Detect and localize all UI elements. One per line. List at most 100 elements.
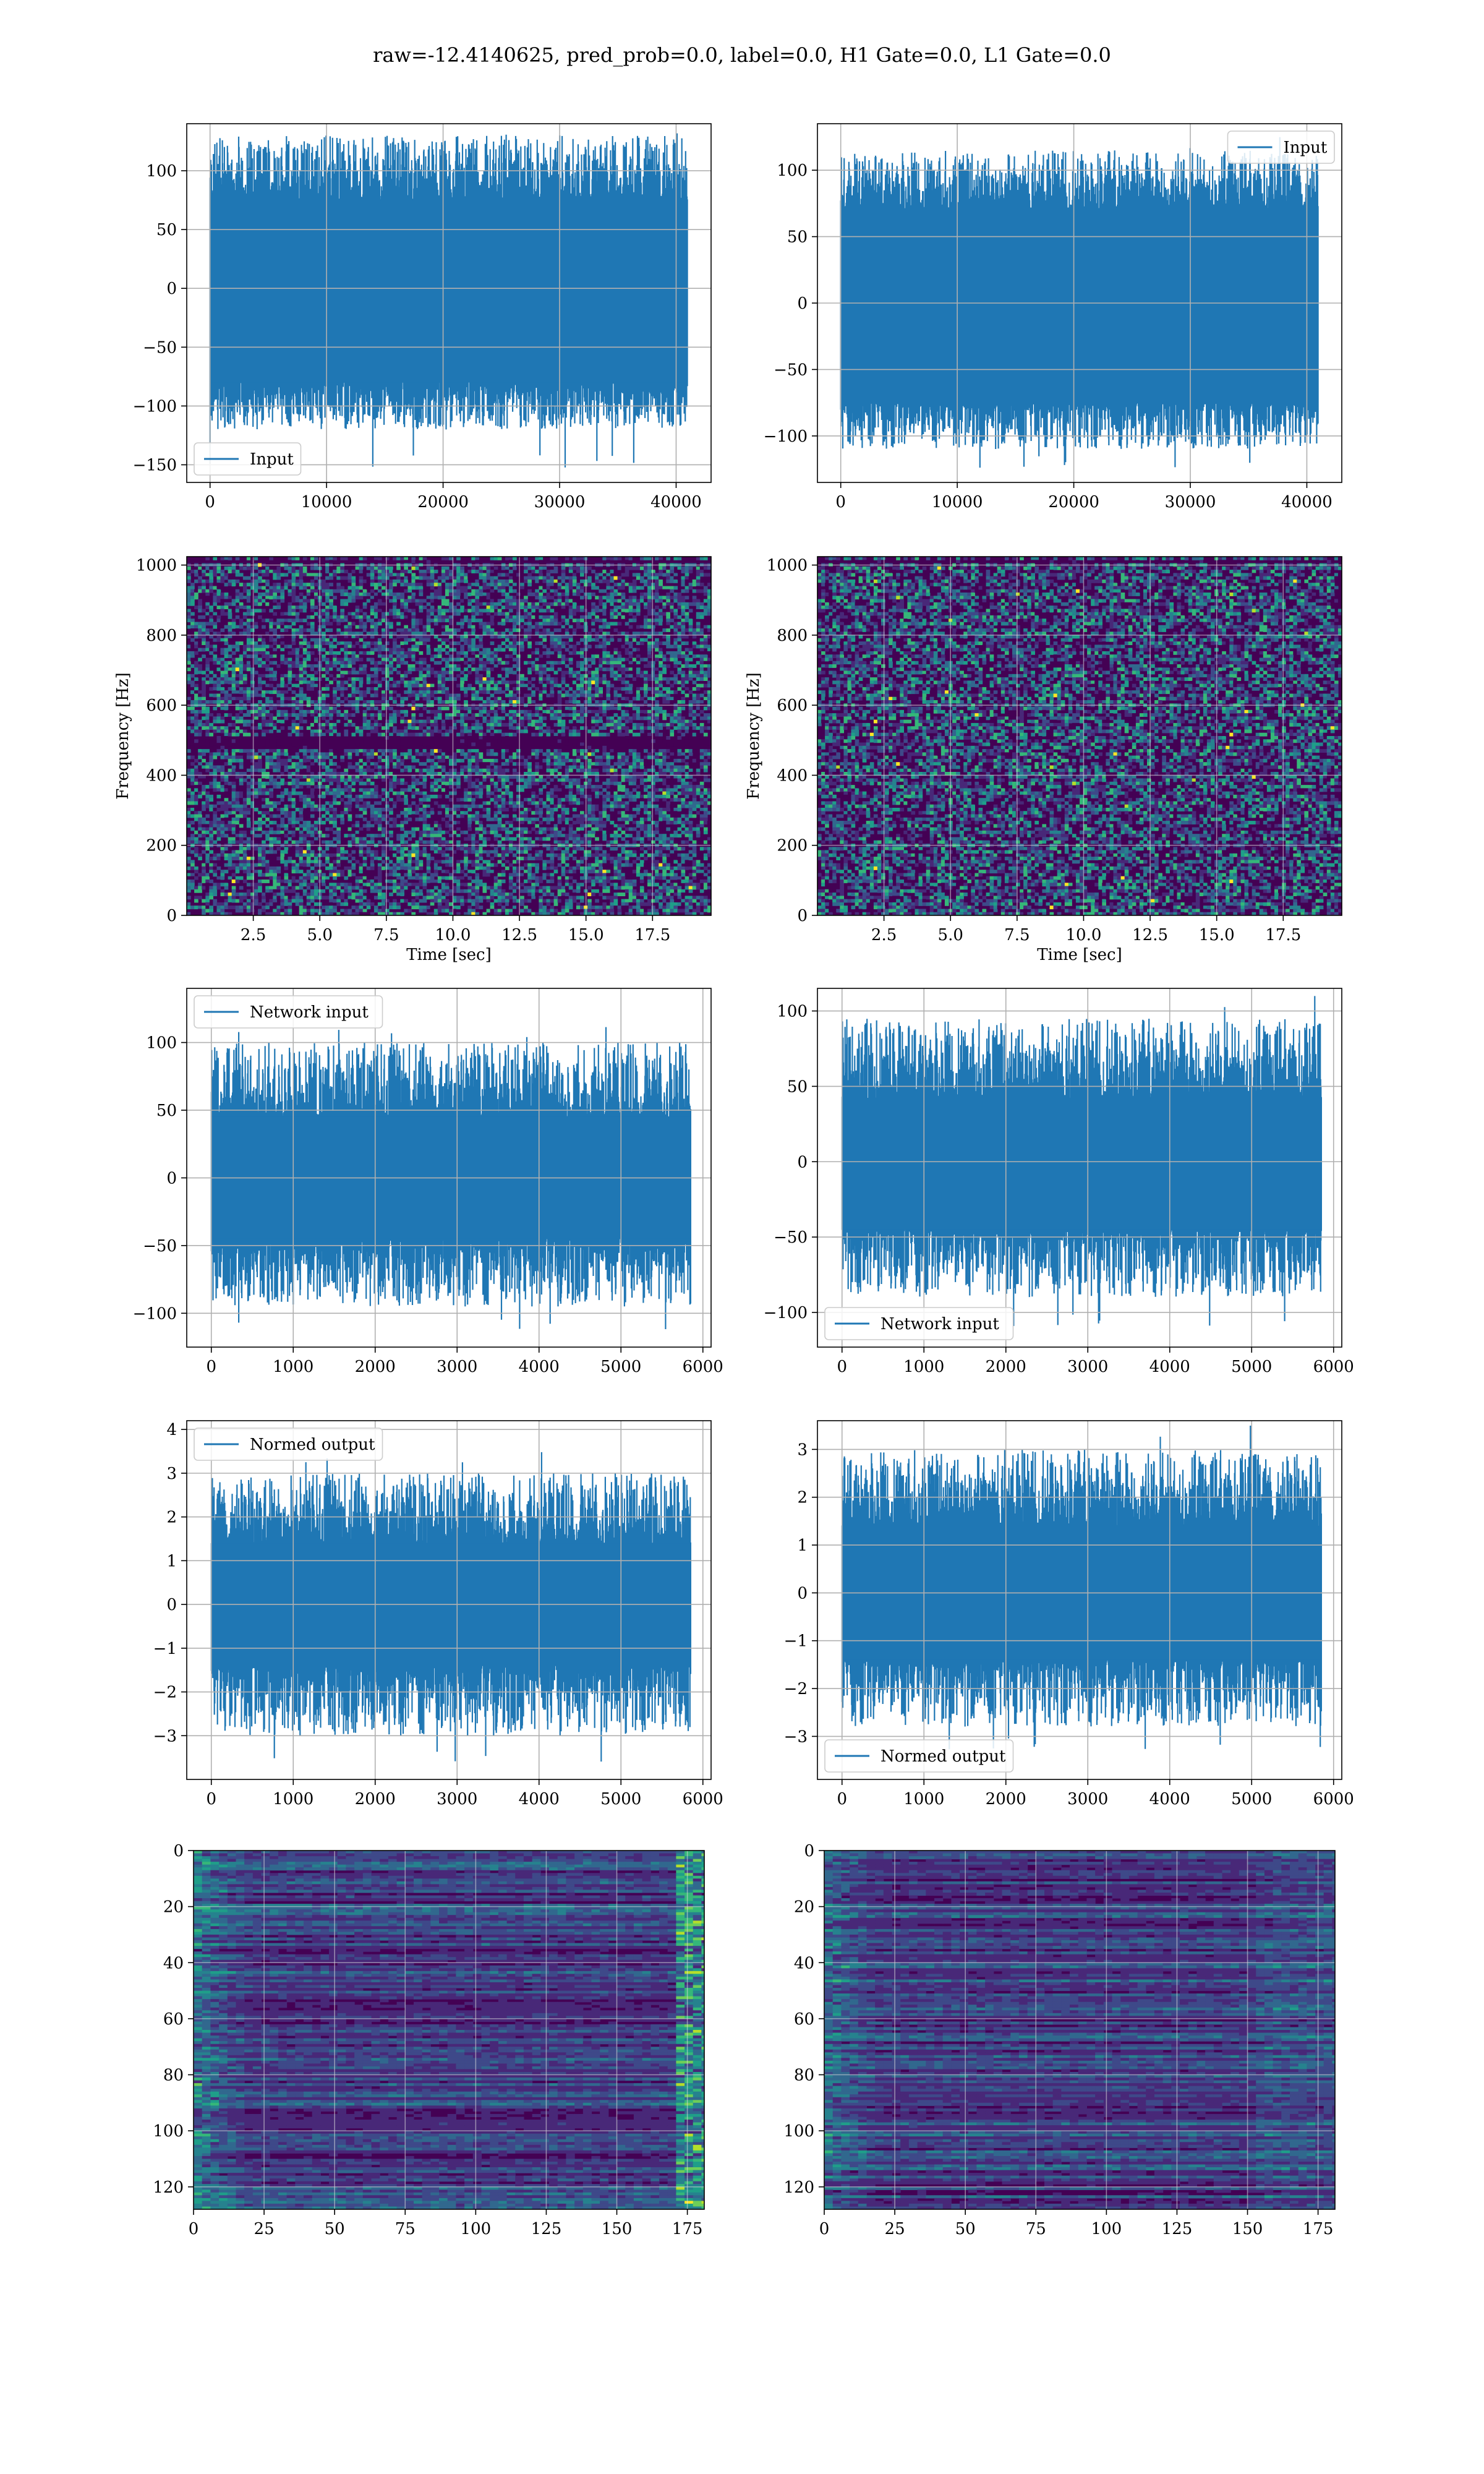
figure-title: raw=-12.4140625, pred_prob=0.0, label=0.… xyxy=(0,43,1484,67)
spectrogram-h1-ytick-label: 200 xyxy=(146,837,177,855)
normed-output-l1-chart: 0 1000 2000 3000 4000 5000 6000 3 2 1 0 −1 −2 −3 Norme… xyxy=(784,1420,1354,1808)
input-h1-xtick-label: 0 xyxy=(205,493,215,511)
network-input-h1-ytick-label: 0 xyxy=(166,1169,177,1188)
spectrogram-l1-xtick-label: 2.5 xyxy=(871,926,897,944)
feature-map-l1-ytick-label: 80 xyxy=(794,2066,814,2085)
feature-map-l1-ytick-label: 40 xyxy=(794,1954,814,1972)
feature-map-l1-xtick-label: 125 xyxy=(1162,2220,1193,2238)
input-h1-ytick-label: 50 xyxy=(156,221,177,239)
spectrogram-h1-ytick-label: 400 xyxy=(146,766,177,785)
network-input-l1-xtick-label: 0 xyxy=(837,1358,847,1376)
input-l1-legend: Input xyxy=(1227,131,1335,164)
normed-output-h1-xtick-label: 3000 xyxy=(437,1790,477,1808)
feature-map-h1-ytick-label: 40 xyxy=(163,1954,184,1972)
feature-map-l1-ytick-label: 120 xyxy=(783,2178,814,2197)
network-input-h1-frame xyxy=(186,988,712,1348)
input-h1-legend: Input xyxy=(194,442,302,476)
feature-map-h1-xtick-label: 50 xyxy=(325,2220,345,2238)
normed-output-h1-xtick-label: 2000 xyxy=(355,1790,396,1808)
normed-output-h1-xtick-label: 4000 xyxy=(519,1790,560,1808)
spectrogram-l1-xtick-label: 17.5 xyxy=(1265,926,1301,944)
feature-map-h1-chart: 0 25 50 75 100 125 150 175 0 20 40 60 80 100 120 xyxy=(153,1842,705,2238)
input-l1-ytick-label: 100 xyxy=(777,161,808,180)
feature-map-h1-ytick-label: 0 xyxy=(173,1842,184,1860)
normed-output-h1-ytick-label: −1 xyxy=(153,1640,177,1658)
feature-map-h1-ytick-label: 60 xyxy=(163,2010,184,2029)
normed-output-h1-ytick-label: −2 xyxy=(153,1684,177,1702)
network-input-l1-xtick-label: 6000 xyxy=(1313,1358,1354,1376)
spectrogram-l1-frame xyxy=(817,556,1342,916)
spectrogram-l1-ytick-label: 800 xyxy=(777,627,808,645)
spectrogram-l1-ytick-label: 0 xyxy=(797,907,808,925)
network-input-l1-frame xyxy=(817,988,1342,1348)
input-l1-chart: 0 10000 20000 30000 40000 100 50 0 −50 −100 Input xyxy=(764,123,1342,511)
spectrogram-h1-xtick-label: 10.0 xyxy=(435,926,471,944)
spectrogram-h1-xtick-label: 5.0 xyxy=(307,926,333,944)
normed-output-l1-xtick-label: 4000 xyxy=(1149,1790,1190,1808)
feature-map-h1-ytick-label: 80 xyxy=(163,2066,184,2085)
input-l1-ytick-label: −50 xyxy=(774,361,808,379)
network-input-l1-xtick-label: 2000 xyxy=(986,1358,1026,1376)
network-input-l1-chart: 0 1000 2000 3000 4000 5000 6000 100 50 0 −50 −100 Ne… xyxy=(764,988,1354,1376)
normed-output-l1-ytick-label: −1 xyxy=(784,1632,808,1651)
spectrogram-l1-ylabel: Frequency [Hz] xyxy=(744,672,763,800)
network-input-l1-series-0-body xyxy=(842,1098,1321,1230)
normed-output-h1-ytick-label: 0 xyxy=(166,1596,177,1614)
network-input-h1-xtick-label: 4000 xyxy=(519,1358,560,1376)
spectrogram-h1-frame xyxy=(186,556,712,916)
normed-output-l1-frame xyxy=(817,1420,1342,1780)
feature-map-l1-xtick-label: 175 xyxy=(1303,2220,1334,2238)
network-input-h1-legend: Network input xyxy=(194,995,383,1029)
input-l1-xtick-label: 10000 xyxy=(932,493,983,511)
spectrogram-h1-xtick-label: 7.5 xyxy=(373,926,399,944)
normed-output-l1-ytick-label: −3 xyxy=(784,1727,808,1746)
network-input-l1-xtick-label: 3000 xyxy=(1067,1358,1108,1376)
network-input-l1-legend-label: Network input xyxy=(881,1315,999,1333)
feature-map-h1-ytick-label: 20 xyxy=(163,1898,184,1917)
feature-map-l1-xtick-label: 25 xyxy=(885,2220,905,2238)
input-l1-xtick-label: 30000 xyxy=(1165,493,1216,511)
normed-output-l1-ytick-label: 0 xyxy=(797,1584,808,1603)
spectrogram-l1-xtick-label: 10.0 xyxy=(1066,926,1102,944)
feature-map-l1-ytick-label: 100 xyxy=(783,2122,814,2141)
input-l1-xtick-label: 20000 xyxy=(1048,493,1099,511)
network-input-h1-ytick-label: 100 xyxy=(146,1034,177,1053)
input-h1-xtick-label: 30000 xyxy=(534,493,586,511)
feature-map-l1-xtick-label: 100 xyxy=(1091,2220,1122,2238)
normed-output-l1-xtick-label: 1000 xyxy=(903,1790,944,1808)
normed-output-l1-ytick-label: 3 xyxy=(797,1440,808,1459)
network-input-l1-ytick-label: 100 xyxy=(777,1003,808,1021)
input-l1-xtick-label: 0 xyxy=(835,493,846,511)
input-h1-xtick-label: 10000 xyxy=(301,493,352,511)
normed-output-h1-xtick-label: 5000 xyxy=(600,1790,641,1808)
network-input-h1-ytick-label: −100 xyxy=(133,1304,177,1323)
input-h1-xtick-label: 40000 xyxy=(650,493,702,511)
spectrogram-h1-xlabel: Time [sec] xyxy=(406,946,492,964)
network-input-h1-xtick-label: 6000 xyxy=(683,1358,723,1376)
spectrogram-l1-ytick-label: 1000 xyxy=(767,557,808,575)
spectrogram-l1-ytick-label: 600 xyxy=(777,696,808,715)
feature-map-l1-xtick-label: 0 xyxy=(819,2220,830,2238)
spectrogram-l1-xlabel: Time [sec] xyxy=(1037,946,1122,964)
feature-map-h1-ytick-label: 100 xyxy=(153,2122,184,2141)
input-l1-ytick-label: −100 xyxy=(764,427,808,446)
network-input-h1-ytick-label: −50 xyxy=(143,1237,177,1256)
normed-output-l1-ytick-label: 2 xyxy=(797,1489,808,1507)
input-l1-ytick-label: 50 xyxy=(787,228,808,247)
input-h1-ytick-label: 0 xyxy=(166,280,177,298)
feature-map-h1-xtick-label: 75 xyxy=(395,2220,416,2238)
network-input-h1-legend-label: Network input xyxy=(250,1003,369,1022)
network-input-h1-xtick-label: 2000 xyxy=(355,1358,396,1376)
normed-output-h1-ytick-label: 4 xyxy=(166,1421,177,1439)
spectrogram-h1-xtick-label: 15.0 xyxy=(568,926,604,944)
spectrogram-h1-ytick-label: 1000 xyxy=(136,557,177,575)
input-l1-xtick-label: 40000 xyxy=(1281,493,1333,511)
normed-output-l1-ytick-label: −2 xyxy=(784,1680,808,1698)
spectrogram-l1-xtick-label: 12.5 xyxy=(1132,926,1168,944)
input-h1-xtick-label: 20000 xyxy=(417,493,469,511)
network-input-h1-xtick-label: 1000 xyxy=(273,1358,313,1376)
normed-output-h1-legend: Normed output xyxy=(194,1427,383,1461)
normed-output-h1-xtick-label: 1000 xyxy=(273,1790,313,1808)
network-input-h1-chart: 0 1000 2000 3000 4000 5000 6000 100 50 0 −50 −100 Ne… xyxy=(133,988,723,1376)
normed-output-l1-xtick-label: 0 xyxy=(837,1790,847,1808)
